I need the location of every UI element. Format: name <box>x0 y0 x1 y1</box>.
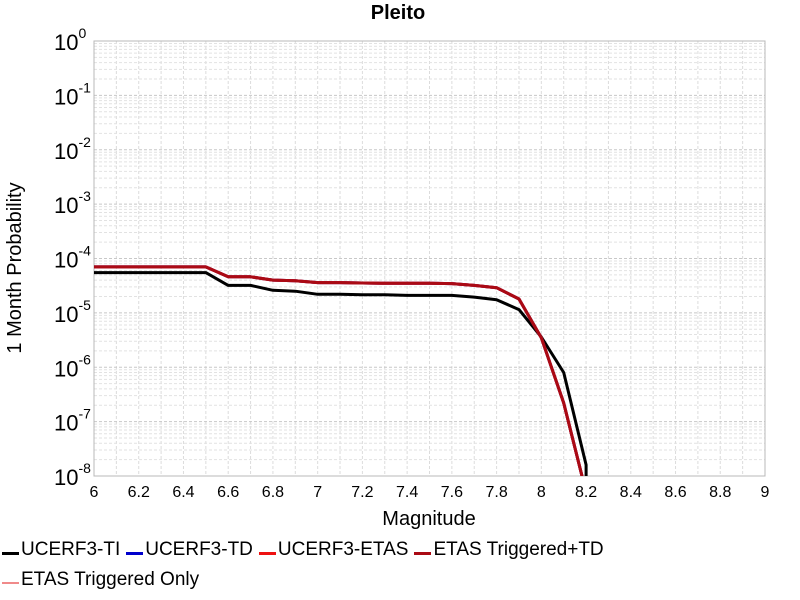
y-tick-label: 100 <box>54 25 86 55</box>
y-tick-label: 10-6 <box>54 351 91 381</box>
legend-label-etas-triggered-td: ETAS Triggered+TD <box>433 539 604 560</box>
legend-label-ucerf3-ti: UCERF3-TI <box>21 539 121 560</box>
y-tick-label: 10-3 <box>54 188 91 218</box>
x-tick-label: 7.4 <box>396 484 418 501</box>
chart-title: Pleito <box>371 2 425 24</box>
x-tick-label: 7.6 <box>441 484 463 501</box>
x-tick-label: 8.8 <box>709 484 731 501</box>
y-tick-label: 10-7 <box>54 406 91 436</box>
series-group <box>94 265 588 476</box>
y-axis-ticks: 100 10-1 10-2 10-3 10-4 10-5 10-6 10-7 10-8 <box>54 25 91 490</box>
legend-label-ucerf3-td: UCERF3-TD <box>145 539 253 560</box>
x-tick-label: 8.6 <box>664 484 686 501</box>
y-tick-label: 10-4 <box>54 243 91 273</box>
x-tick-label: 6.2 <box>128 484 150 501</box>
series-line-etas-triggered-td <box>94 265 584 476</box>
legend-swatch-etas-triggered-td <box>414 551 432 555</box>
legend-label-etas-triggered-only: ETAS Triggered Only <box>21 569 200 590</box>
series-line-ucerf3-ti <box>94 271 588 476</box>
legend-row: ETAS Triggered Only <box>2 566 205 594</box>
legend: UCERF3-TI UCERF3-TD UCERF3-ETAS ETAS Tri… <box>0 536 800 600</box>
legend-swatch-etas-triggered-only <box>2 582 19 584</box>
legend-swatch-ucerf3-td <box>126 551 144 555</box>
grid <box>93 41 766 477</box>
legend-item-etas-triggered-td: ETAS Triggered+TD <box>414 538 604 562</box>
x-tick-label: 7.2 <box>351 484 373 501</box>
legend-row: UCERF3-TI UCERF3-TD UCERF3-ETAS ETAS Tri… <box>2 536 610 564</box>
y-tick-label: 10-1 <box>54 79 91 109</box>
y-tick-label: 10-2 <box>54 134 91 164</box>
legend-swatch-ucerf3-ti <box>2 551 19 555</box>
legend-item-ucerf3-td: UCERF3-TD <box>126 538 253 562</box>
x-tick-label: 7.8 <box>485 484 507 501</box>
legend-swatch-ucerf3-etas <box>258 551 276 555</box>
legend-item-etas-triggered-only: ETAS Triggered Only <box>2 568 199 592</box>
legend-label-ucerf3-etas: UCERF3-ETAS <box>277 539 409 560</box>
legend-item-ucerf3-ti: UCERF3-TI <box>2 538 120 562</box>
x-tick-label: 8.4 <box>620 484 642 501</box>
y-tick-label: 10-5 <box>54 297 91 327</box>
x-tick-label: 8 <box>537 484 546 501</box>
x-tick-label: 6.6 <box>217 484 239 501</box>
plot-area <box>93 40 766 477</box>
x-axis-label: Magnitude <box>382 508 475 530</box>
x-tick-label: 6.8 <box>262 484 284 501</box>
x-tick-label: 9 <box>761 484 770 501</box>
x-tick-label: 6.4 <box>172 484 194 501</box>
x-tick-label: 7 <box>313 484 322 501</box>
y-tick-label: 10-8 <box>54 460 91 490</box>
x-axis-ticks: 6 6.2 6.4 6.6 6.8 7 7.2 7.4 7.6 7.8 8 8.2 8.4 8.6 8.8 9 <box>90 484 770 501</box>
legend-item-ucerf3-etas: UCERF3-ETAS <box>258 538 409 562</box>
x-tick-label: 8.2 <box>575 484 597 501</box>
x-tick-label: 6 <box>90 484 99 501</box>
y-axis-label: 1 Month Probability <box>4 182 26 353</box>
